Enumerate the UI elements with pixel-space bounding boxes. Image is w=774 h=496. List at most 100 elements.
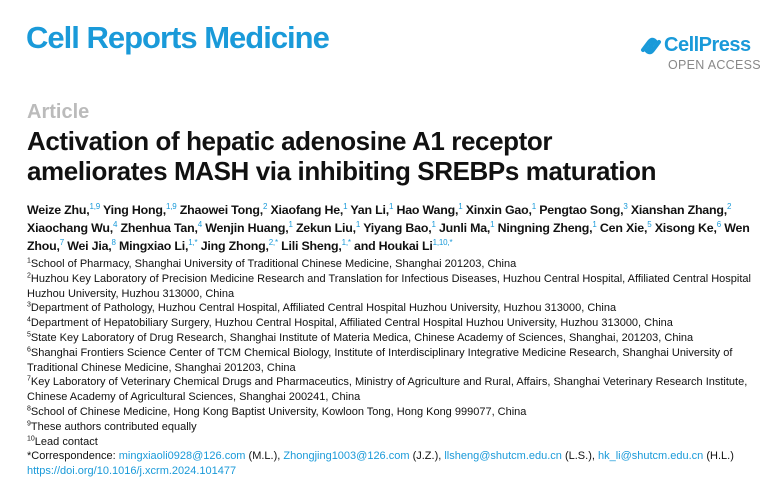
email-link[interactable]: llsheng@shutcm.edu.cn bbox=[444, 450, 562, 463]
affiliation-text: Department of Hepatobiliary Surgery, Huz… bbox=[30, 317, 673, 330]
author-affiliation-marker: 6 bbox=[716, 219, 721, 229]
author-name: Xisong Ke, bbox=[654, 221, 717, 235]
author: Pengtao Song,3 bbox=[539, 201, 628, 217]
author-affiliation-marker: 2,* bbox=[268, 237, 278, 247]
email-initials: (H.L.) bbox=[703, 450, 734, 463]
author: Xiaochang Wu,4 bbox=[27, 219, 118, 235]
affiliation: 8School of Chinese Medicine, Hong Kong B… bbox=[27, 405, 772, 420]
author: Xiaofang He,1 bbox=[270, 201, 348, 217]
author-affiliation-marker: 1,* bbox=[188, 237, 198, 247]
author-name: Wei Jia, bbox=[67, 239, 112, 253]
affiliation-number: 6 bbox=[27, 346, 31, 354]
author-affiliation-marker: 2 bbox=[262, 201, 268, 211]
author-name: Yiyang Bao, bbox=[363, 221, 432, 235]
author-name: Junli Ma, bbox=[438, 221, 491, 235]
author-name: Weize Zhu, bbox=[27, 203, 90, 217]
author-affiliation-marker: 4 bbox=[197, 219, 202, 229]
affiliation-number: 7 bbox=[27, 375, 31, 383]
author: Wei Jia,8 bbox=[67, 237, 116, 253]
author-name: Xianshan Zhang, bbox=[630, 203, 727, 217]
affiliation: 10Lead contact bbox=[27, 435, 772, 450]
author-name: Ying Hong, bbox=[103, 203, 166, 217]
author-name: Zhaowei Tong, bbox=[179, 203, 263, 217]
author-affiliation-marker: 1 bbox=[592, 219, 597, 229]
email-link[interactable]: hk_li@shutcm.edu.cn bbox=[597, 450, 704, 463]
author: Xianshan Zhang,2 bbox=[630, 201, 732, 217]
correspondence-label: *Correspondence: bbox=[27, 450, 119, 463]
email-link[interactable]: Zhongjing1003@126.com bbox=[283, 450, 410, 463]
affiliation: 5State Key Laboratory of Drug Research, … bbox=[27, 331, 772, 346]
author: Jing Zhong,2,* bbox=[201, 237, 278, 253]
affiliation-number: 4 bbox=[27, 316, 31, 324]
affiliations: 1School of Pharmacy, Shanghai University… bbox=[27, 257, 772, 479]
author-affiliation-marker: 1,9 bbox=[165, 201, 177, 211]
author-name: Hao Wang, bbox=[396, 203, 459, 217]
author: Zhenhua Tan,4 bbox=[120, 219, 202, 235]
affiliation-text: Key Laboratory of Veterinary Chemical Dr… bbox=[27, 376, 748, 404]
author: Mingxiao Li,1,* bbox=[119, 237, 198, 253]
author-name: Cen Xie, bbox=[599, 221, 648, 235]
affiliation-text: These authors contributed equally bbox=[30, 420, 197, 433]
author: Weize Zhu,1,9 bbox=[27, 201, 101, 217]
affiliation-number: 9 bbox=[27, 420, 31, 428]
author: Xisong Ke,6 bbox=[654, 219, 721, 235]
affiliation-text: Lead contact bbox=[34, 435, 98, 448]
affiliation: 6Shanghai Frontiers Science Center of TC… bbox=[27, 346, 772, 376]
author-name: Xiaochang Wu, bbox=[27, 221, 113, 235]
author-affiliation-marker: 5 bbox=[647, 219, 652, 229]
journal-title: Cell Reports Medicine bbox=[26, 20, 330, 55]
author-affiliation-marker: 1 bbox=[343, 201, 348, 211]
author: and Houkai Li1,10,* bbox=[354, 237, 453, 253]
author-affiliation-marker: 1,9 bbox=[89, 201, 101, 211]
email-link[interactable]: mingxiaoli0928@126.com bbox=[118, 450, 246, 463]
author: Wen Zhou,7 bbox=[27, 221, 750, 253]
author-affiliation-marker: 1,10,* bbox=[432, 237, 453, 247]
author-name: Wen Zhou, bbox=[27, 221, 750, 253]
affiliation-text: Huzhou Key Laboratory of Precision Medic… bbox=[27, 272, 751, 300]
author-affiliation-marker: 3 bbox=[623, 201, 628, 211]
author-name: Zekun Liu, bbox=[295, 221, 356, 235]
affiliation-number: 5 bbox=[27, 331, 31, 339]
affiliation: 7Key Laboratory of Veterinary Chemical D… bbox=[27, 375, 772, 405]
affiliation-number: 2 bbox=[27, 272, 31, 280]
article-front-matter: Article Activation of hepatic adenosine … bbox=[27, 100, 772, 479]
affiliation-number: 1 bbox=[27, 257, 31, 265]
author-name: Mingxiao Li, bbox=[119, 239, 189, 253]
author-affiliation-marker: 8 bbox=[111, 237, 116, 247]
title-line: Activation of hepatic adenosine A1 recep… bbox=[27, 126, 553, 156]
publisher-name: CellPress bbox=[664, 34, 751, 56]
email-initials: (M.L.), bbox=[245, 450, 284, 463]
affiliation: 2Huzhou Key Laboratory of Precision Medi… bbox=[27, 272, 772, 302]
author: Hao Wang,1 bbox=[396, 201, 463, 217]
cellpress-logo: CellPress bbox=[640, 34, 751, 57]
author-name: Wenjin Huang, bbox=[205, 221, 289, 235]
author: Wenjin Huang,1 bbox=[205, 219, 293, 235]
author-affiliation-marker: 1 bbox=[431, 219, 436, 229]
author-affiliation-marker: 4 bbox=[112, 219, 118, 229]
affiliation: 9These authors contributed equally bbox=[27, 420, 772, 435]
affiliation-text: School of Chinese Medicine, Hong Kong Ba… bbox=[30, 405, 527, 418]
author: Yan Li,1 bbox=[350, 201, 394, 217]
affiliation: 4Department of Hepatobiliary Surgery, Hu… bbox=[27, 316, 772, 331]
author-name: Ningning Zheng, bbox=[497, 221, 593, 235]
author: Ningning Zheng,1 bbox=[497, 219, 597, 235]
author-name: Xiaofang He, bbox=[270, 203, 344, 217]
author: Ying Hong,1,9 bbox=[103, 201, 177, 217]
author: Cen Xie,5 bbox=[599, 219, 652, 235]
author-affiliation-marker: 2 bbox=[726, 201, 732, 211]
affiliation: 1School of Pharmacy, Shanghai University… bbox=[27, 257, 772, 272]
affiliation-text: State Key Laboratory of Drug Research, S… bbox=[30, 331, 694, 344]
author-affiliation-marker: 1 bbox=[288, 219, 293, 229]
author: Zekun Liu,1 bbox=[295, 220, 360, 235]
author-affiliation-marker: 1 bbox=[458, 201, 463, 211]
author-affiliation-marker: 7 bbox=[59, 237, 64, 247]
author-name: and Houkai Li bbox=[354, 239, 433, 253]
author: Yiyang Bao,1 bbox=[363, 219, 436, 235]
author-name: Xinxin Gao, bbox=[465, 203, 532, 217]
affiliation-number: 3 bbox=[27, 301, 31, 309]
doi-link[interactable]: https://doi.org/10.1016/j.xcrm.2024.1014… bbox=[27, 465, 237, 478]
author-affiliation-marker: 1 bbox=[388, 201, 394, 211]
title-line: ameliorates MASH via inhibiting SREBPs m… bbox=[27, 156, 657, 186]
author-affiliation-marker: 1 bbox=[490, 219, 495, 229]
article-title: Activation of hepatic adenosine A1 recep… bbox=[27, 126, 772, 186]
